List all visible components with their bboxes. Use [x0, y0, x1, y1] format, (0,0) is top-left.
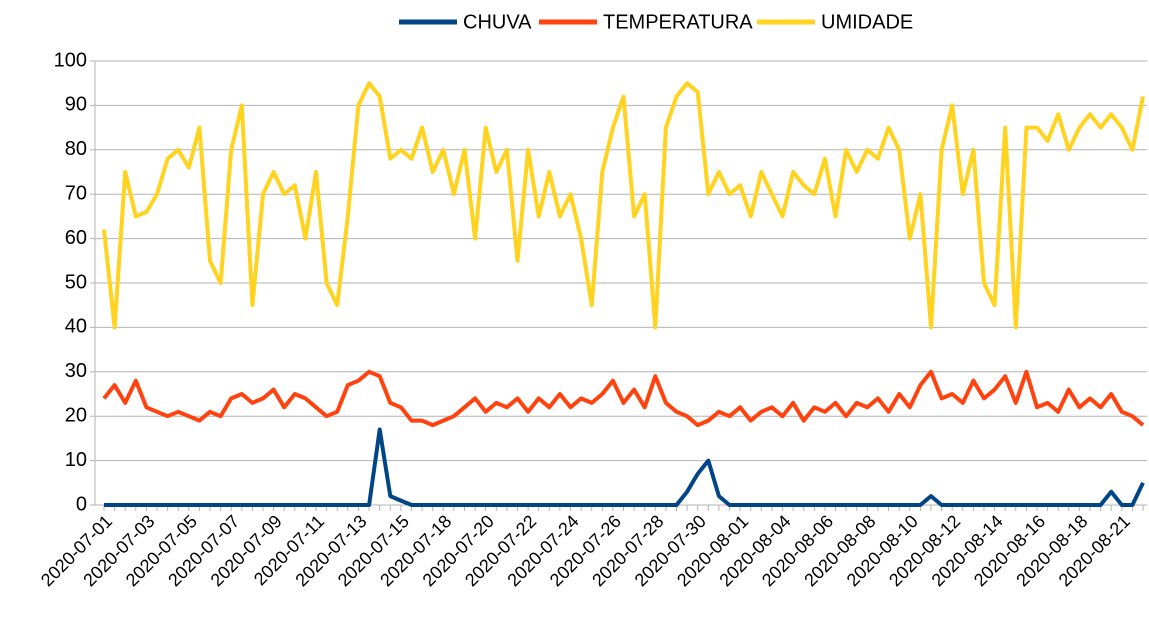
series-line: [102, 81, 1145, 330]
legend-item: UMIDADE: [757, 11, 913, 33]
legend-item: TEMPERATURA: [539, 11, 753, 33]
legend-label: UMIDADE: [821, 11, 913, 33]
y-tick-label: 100: [54, 49, 87, 71]
legend-label: CHUVA: [463, 11, 532, 33]
legend-label: TEMPERATURA: [603, 11, 753, 33]
series-line: [102, 369, 1145, 428]
y-tick-label: 0: [76, 493, 87, 515]
y-tick-label: 30: [65, 360, 87, 382]
y-tick-label: 20: [65, 404, 87, 426]
y-tick-label: 40: [65, 316, 87, 338]
series-line: [104, 427, 1145, 507]
y-tick-label: 50: [65, 271, 87, 293]
y-tick-label: 90: [65, 94, 87, 116]
legend-item: CHUVA: [399, 11, 532, 33]
y-tick-label: 70: [65, 182, 87, 204]
y-tick-label: 60: [65, 227, 87, 249]
y-tick-label: 10: [65, 449, 87, 471]
y-tick-label: 80: [65, 138, 87, 160]
